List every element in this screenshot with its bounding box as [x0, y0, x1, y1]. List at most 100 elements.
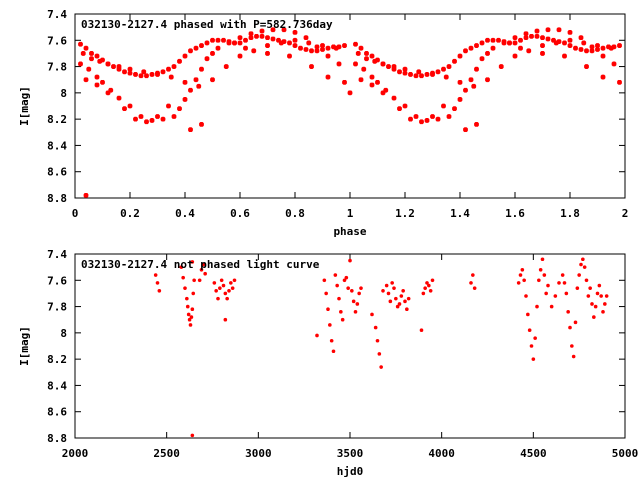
y-axis-label: I[mag] — [18, 86, 31, 126]
data-point — [512, 53, 518, 59]
data-point — [549, 304, 554, 309]
data-point — [584, 48, 589, 54]
data-point — [617, 43, 622, 48]
data-point — [182, 79, 188, 85]
y-tick-label: 7.6 — [47, 274, 67, 287]
data-point — [472, 286, 477, 290]
y-tick-label: 8.8 — [47, 192, 67, 205]
data-point — [320, 43, 325, 48]
data-point — [386, 291, 391, 296]
data-point — [86, 66, 92, 72]
data-point — [586, 294, 591, 298]
data-point — [518, 45, 523, 51]
data-point — [419, 119, 424, 125]
data-point — [230, 286, 235, 290]
data-point — [391, 64, 397, 70]
data-point — [588, 286, 592, 290]
data-point — [441, 66, 446, 72]
data-point — [127, 66, 133, 72]
data-point — [512, 35, 518, 41]
x-tick-label: 3000 — [245, 447, 272, 460]
data-point — [380, 61, 386, 67]
data-point — [372, 58, 378, 64]
x-tick-label: 1 — [347, 207, 354, 220]
x-axis-label: hjd0 — [337, 465, 364, 478]
data-point — [375, 79, 380, 85]
data-point — [218, 286, 222, 290]
data-point — [144, 119, 149, 125]
x-tick-label: 3500 — [337, 447, 364, 460]
data-point — [581, 257, 585, 262]
data-point — [446, 64, 452, 70]
data-point — [553, 294, 558, 298]
data-point — [375, 338, 380, 343]
data-point — [315, 333, 319, 338]
data-point — [579, 262, 583, 267]
data-point — [325, 74, 331, 80]
data-point — [526, 48, 532, 54]
data-point — [287, 40, 292, 46]
data-point — [127, 103, 133, 109]
data-point — [188, 87, 193, 93]
data-point — [281, 39, 287, 45]
data-point — [201, 262, 206, 267]
data-point — [328, 323, 332, 327]
y-axis-label: I[mag] — [18, 326, 31, 366]
data-point — [600, 74, 606, 80]
data-point — [144, 73, 149, 79]
data-point — [306, 40, 312, 46]
data-point — [562, 40, 567, 46]
data-point — [314, 44, 320, 50]
data-point — [604, 294, 609, 298]
data-point — [485, 77, 490, 83]
y-tick-label: 8.2 — [47, 113, 67, 126]
data-point — [358, 45, 364, 51]
data-point — [399, 294, 404, 298]
data-point — [183, 286, 187, 290]
data-point — [237, 35, 243, 41]
data-point — [534, 33, 540, 39]
data-point — [348, 258, 352, 263]
data-point — [322, 278, 327, 283]
data-point — [197, 278, 202, 283]
data-point — [522, 278, 526, 283]
data-point — [94, 82, 100, 88]
y-tick-label: 8.2 — [47, 353, 67, 366]
data-point — [595, 291, 600, 296]
data-point — [177, 58, 182, 64]
data-point — [544, 291, 548, 296]
data-point — [325, 53, 331, 59]
data-point — [248, 35, 254, 41]
data-point — [419, 73, 424, 79]
data-point — [221, 283, 226, 288]
x-tick-label: 1.8 — [560, 207, 580, 220]
data-point — [599, 294, 603, 298]
data-point — [237, 53, 243, 59]
data-point — [292, 29, 298, 35]
data-point — [568, 325, 572, 330]
data-point — [423, 286, 427, 290]
data-point — [303, 35, 309, 41]
data-point — [373, 325, 378, 330]
data-point — [364, 50, 369, 56]
data-point — [342, 79, 347, 85]
data-point — [232, 278, 237, 283]
data-point — [529, 344, 534, 348]
data-point — [562, 53, 567, 59]
data-point — [397, 69, 402, 75]
data-point — [369, 53, 375, 59]
data-point — [383, 87, 389, 93]
data-point — [303, 47, 309, 52]
data-point — [520, 267, 525, 272]
data-point — [416, 69, 422, 75]
data-point — [232, 40, 237, 46]
data-point — [391, 66, 397, 72]
data-point — [428, 289, 433, 293]
data-point — [463, 87, 468, 93]
data-point — [355, 50, 361, 56]
data-point — [357, 291, 361, 296]
y-tick-label: 8.8 — [47, 432, 67, 445]
data-point — [215, 37, 221, 43]
data-point — [590, 302, 594, 306]
data-point — [518, 273, 523, 277]
